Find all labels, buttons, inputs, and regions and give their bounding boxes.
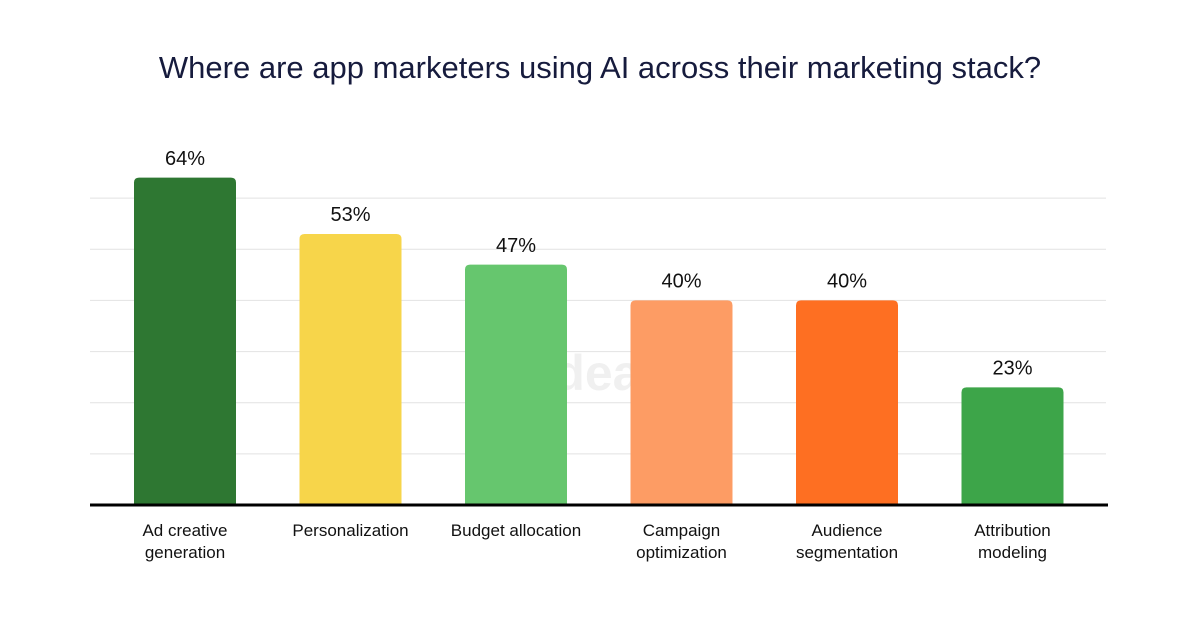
x-tick-label: Audience segmentation	[795, 521, 899, 562]
x-tick-label: Attribution modeling	[974, 521, 1051, 562]
bar	[465, 264, 567, 505]
chart-title: Where are app marketers using AI across …	[159, 50, 1041, 85]
bar	[134, 177, 236, 505]
bar	[796, 300, 898, 505]
value-label: 53%	[330, 204, 370, 226]
value-label: 47%	[496, 235, 536, 257]
x-tick-label: Budget allocation	[450, 521, 582, 540]
value-label: 40%	[827, 271, 867, 293]
x-tick-label: Campaign optimization	[636, 521, 727, 562]
value-label: 23%	[992, 358, 1032, 380]
x-tick-label: Personalization	[292, 521, 409, 540]
value-label: 64%	[165, 148, 205, 170]
value-label: 40%	[661, 271, 701, 293]
bar	[299, 233, 402, 505]
x-tick-label: Ad creative generation	[142, 521, 228, 562]
bar	[630, 300, 733, 505]
bar	[961, 387, 1064, 505]
